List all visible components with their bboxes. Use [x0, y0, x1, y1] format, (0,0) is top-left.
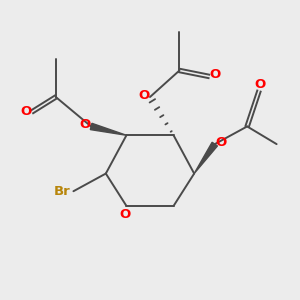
Text: O: O [255, 78, 266, 91]
Text: O: O [210, 68, 221, 81]
Text: O: O [138, 89, 149, 102]
Text: O: O [119, 208, 130, 221]
Text: O: O [79, 118, 90, 131]
Text: Br: Br [54, 185, 70, 198]
Polygon shape [90, 123, 126, 135]
Text: O: O [216, 136, 227, 149]
Text: O: O [20, 105, 32, 118]
Polygon shape [194, 142, 217, 174]
